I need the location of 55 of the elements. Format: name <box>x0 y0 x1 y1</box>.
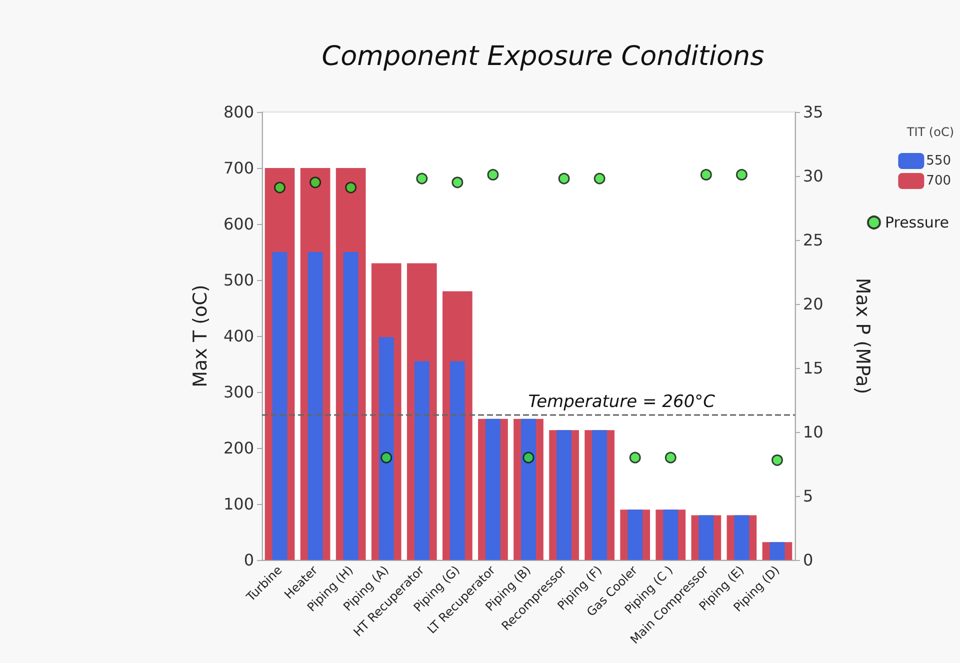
y2-axis-title: Max P (MPa) <box>852 278 874 394</box>
y-tick-label: 800 <box>223 102 254 122</box>
bar <box>698 515 714 560</box>
point <box>416 172 428 184</box>
bar <box>592 430 608 560</box>
y2-tick-label: 20 <box>803 294 824 314</box>
point <box>380 452 392 464</box>
point <box>487 168 499 180</box>
y-tick-label: 200 <box>223 438 254 458</box>
y2-tick-label: 25 <box>803 230 824 250</box>
y2-tick-label: 15 <box>803 358 824 378</box>
point <box>629 452 641 464</box>
y2-tick-label: 30 <box>803 166 824 186</box>
y-tick-label: 500 <box>223 270 254 290</box>
point <box>700 168 712 180</box>
point <box>664 452 676 464</box>
y-tick-label: 300 <box>223 382 254 402</box>
point <box>558 172 570 184</box>
point <box>771 454 783 466</box>
point <box>452 176 464 188</box>
legend-label: Pressure <box>884 214 950 232</box>
legend-label: 700 <box>926 174 952 188</box>
bar <box>734 515 750 560</box>
y-tick-label: 0 <box>244 550 254 570</box>
bar <box>628 510 643 560</box>
point <box>522 452 534 464</box>
bar <box>770 542 785 560</box>
y-tick-label: 700 <box>223 158 254 178</box>
y2-tick-label: 35 <box>803 102 824 122</box>
y-axis-title: Max T (oC) <box>190 284 212 388</box>
bar <box>308 252 323 560</box>
legend-label: 550 <box>926 154 952 168</box>
y-tick-label: 100 <box>223 494 254 514</box>
bar <box>378 337 394 560</box>
y2-tick-label: 5 <box>803 486 814 506</box>
bar <box>414 361 430 560</box>
bar <box>521 418 536 560</box>
point <box>736 168 748 180</box>
y-tick-label: 600 <box>223 214 254 234</box>
point <box>310 176 322 188</box>
point <box>274 182 286 194</box>
bar <box>450 361 465 560</box>
bar <box>663 510 678 560</box>
bar <box>272 252 288 560</box>
y-tick-label: 400 <box>223 326 254 346</box>
y2-tick-label: 10 <box>803 422 824 442</box>
point <box>594 172 606 184</box>
bar <box>556 430 572 560</box>
chart-title: Component Exposure Conditions <box>322 41 764 72</box>
legend-title: TIT (oC) <box>906 125 954 139</box>
point <box>345 182 357 194</box>
y2-tick-label: 0 <box>803 550 814 570</box>
ref-line-label: Temperature = 260°C <box>528 392 716 412</box>
bar <box>486 418 500 560</box>
bar <box>343 252 358 560</box>
